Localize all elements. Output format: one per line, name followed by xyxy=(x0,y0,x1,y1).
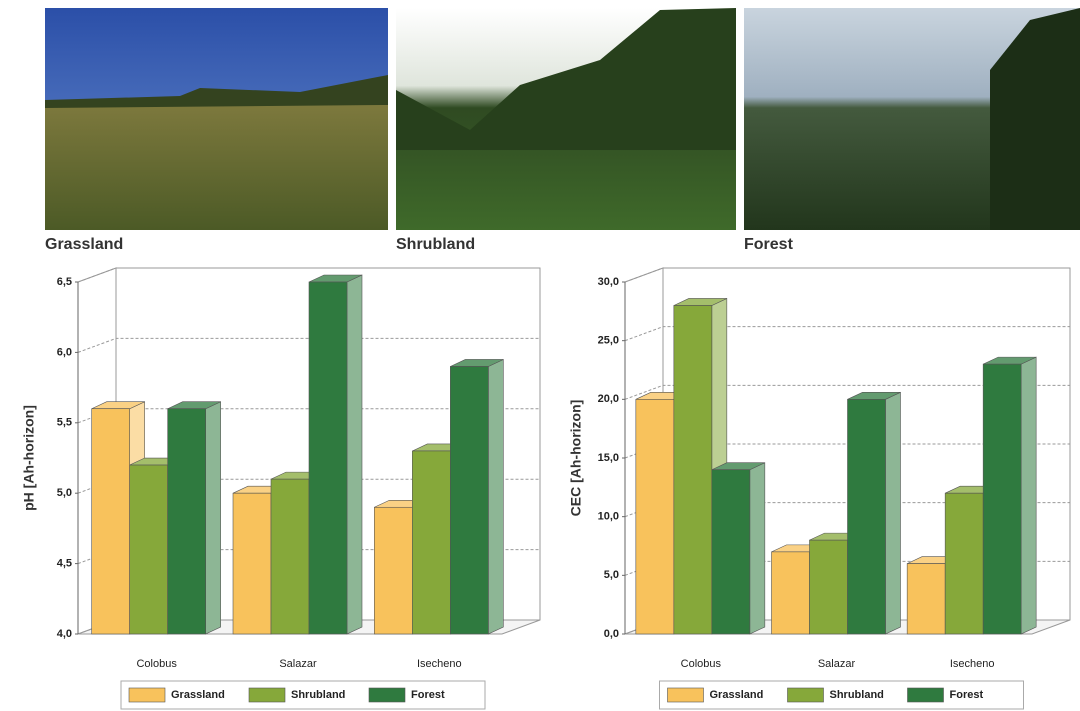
bar xyxy=(944,492,984,635)
grid-line xyxy=(77,267,540,283)
legend-label: Forest xyxy=(950,689,984,701)
bar xyxy=(771,551,810,635)
legend-box xyxy=(120,680,486,710)
bar xyxy=(809,539,848,635)
bar xyxy=(711,469,751,635)
bar-side xyxy=(885,391,901,635)
photo-shrubland-trees xyxy=(396,8,736,150)
legend-label: Shrubland xyxy=(830,689,884,701)
bar xyxy=(673,305,713,635)
legend-swatch xyxy=(248,687,286,703)
legend-label: Forest xyxy=(411,689,445,701)
bar xyxy=(374,506,413,635)
y-tick-label: 10,0 xyxy=(598,511,619,523)
bar xyxy=(129,464,168,635)
y-tick-label: 6,0 xyxy=(57,346,72,358)
bar-side xyxy=(346,274,363,635)
y-tick-label: 0,0 xyxy=(604,628,619,640)
legend-swatch xyxy=(667,687,704,703)
y-tick-label: 5,5 xyxy=(57,417,72,429)
bar xyxy=(450,366,489,635)
bar-side xyxy=(749,462,766,635)
bar xyxy=(308,281,348,635)
y-axis-label: CEC [Ah-horizon] xyxy=(568,400,584,517)
chart: 0,0 5,0 10,0 15,0 20,0 25,0 30,0 CEC [Ah-horizo… xyxy=(568,267,1071,710)
legend-label: Grassland xyxy=(710,689,764,701)
photos: Grassland Shrubland Forest xyxy=(45,8,1080,253)
y-tick-label: 20,0 xyxy=(598,393,619,405)
bar xyxy=(906,563,946,635)
legend-swatch xyxy=(907,687,944,703)
legend-swatch xyxy=(368,687,406,703)
y-tick-label: 4,5 xyxy=(57,558,72,570)
y-tick-label: 4,0 xyxy=(57,628,72,640)
photo-caption: Grassland xyxy=(45,236,123,253)
bar xyxy=(847,399,886,635)
legend-box xyxy=(659,680,1024,710)
photo-forest-tree xyxy=(990,8,1080,230)
legend-swatch xyxy=(787,687,824,703)
grid-line xyxy=(624,384,1070,400)
grid-line xyxy=(624,267,1070,283)
y-tick-label: 15,0 xyxy=(598,452,619,464)
photo-caption: Forest xyxy=(744,236,794,253)
y-tick-label: 6,5 xyxy=(57,276,72,288)
x-tick-label: Colobus xyxy=(681,658,722,670)
grid-line xyxy=(624,326,1070,342)
bar xyxy=(270,478,310,635)
bar-side xyxy=(488,359,504,635)
grid-line xyxy=(77,337,540,353)
legend-label: Grassland xyxy=(171,689,225,701)
bar xyxy=(167,408,206,635)
bar xyxy=(232,492,272,635)
bar xyxy=(982,363,1022,635)
photo-caption: Shrubland xyxy=(396,236,475,253)
y-tick-label: 5,0 xyxy=(604,569,619,581)
bar xyxy=(635,399,675,635)
y-tick-label: 5,0 xyxy=(57,487,72,499)
x-tick-label: Isecheno xyxy=(417,658,462,670)
y-tick-label: 25,0 xyxy=(598,335,619,347)
bar xyxy=(412,450,451,635)
x-tick-label: Salazar xyxy=(279,658,317,670)
x-tick-label: Isecheno xyxy=(950,658,995,670)
photo-grassland-field xyxy=(45,100,388,230)
bar-side xyxy=(1020,356,1037,635)
x-tick-label: Colobus xyxy=(136,658,177,670)
y-tick-label: 30,0 xyxy=(598,276,619,288)
bar xyxy=(91,408,130,635)
x-tick-label: Salazar xyxy=(818,658,856,670)
legend-swatch xyxy=(128,687,166,703)
chart: 4,0 4,5 5,0 5,5 6,0 6,5 pH [Ah-horizon] Colobus… xyxy=(21,267,541,710)
bar-side xyxy=(205,401,221,635)
photo-grassland-trees xyxy=(45,75,388,108)
legend-label: Shrubland xyxy=(291,689,345,701)
y-axis-label: pH [Ah-horizon] xyxy=(21,405,37,511)
